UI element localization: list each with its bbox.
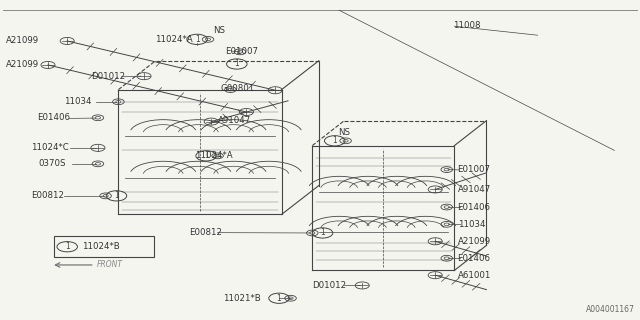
Text: E01406: E01406 — [458, 203, 491, 212]
Text: 1: 1 — [195, 35, 200, 44]
Text: 1: 1 — [234, 60, 239, 68]
Text: E01406: E01406 — [37, 113, 70, 122]
Text: 1: 1 — [204, 151, 209, 160]
Text: 11024*C: 11024*C — [31, 143, 68, 152]
Text: 1: 1 — [114, 191, 119, 200]
Text: 11008: 11008 — [453, 21, 481, 30]
Text: E01007: E01007 — [458, 165, 491, 174]
Text: E01007: E01007 — [225, 47, 259, 56]
Text: E01406: E01406 — [458, 254, 491, 263]
Text: E00812: E00812 — [189, 228, 222, 237]
Text: G00801: G00801 — [221, 84, 255, 93]
Text: 11024*A: 11024*A — [155, 35, 193, 44]
Text: A91047: A91047 — [218, 116, 251, 125]
Text: 0370S: 0370S — [38, 159, 66, 168]
Text: 1: 1 — [332, 136, 337, 145]
Text: 1: 1 — [65, 242, 70, 251]
Text: A91047: A91047 — [458, 185, 491, 194]
Text: NS: NS — [213, 26, 225, 35]
Text: 1: 1 — [320, 228, 325, 237]
Text: A21099: A21099 — [458, 237, 491, 246]
Text: 11024*A: 11024*A — [195, 151, 233, 160]
Text: NS: NS — [338, 128, 350, 137]
Text: 11034: 11034 — [64, 97, 92, 106]
Text: 11024*B: 11024*B — [82, 242, 120, 251]
Text: 11021*B: 11021*B — [223, 294, 260, 303]
Text: 11034: 11034 — [458, 220, 485, 229]
Text: A004001167: A004001167 — [586, 305, 635, 314]
Text: FRONT: FRONT — [97, 260, 124, 269]
Text: A21099: A21099 — [6, 60, 40, 69]
Text: A21099: A21099 — [6, 36, 40, 45]
Text: D01012: D01012 — [312, 281, 346, 290]
Text: 1: 1 — [276, 294, 282, 303]
Text: A61001: A61001 — [458, 271, 491, 280]
Text: D01012: D01012 — [91, 72, 125, 81]
Text: E00812: E00812 — [31, 191, 64, 200]
